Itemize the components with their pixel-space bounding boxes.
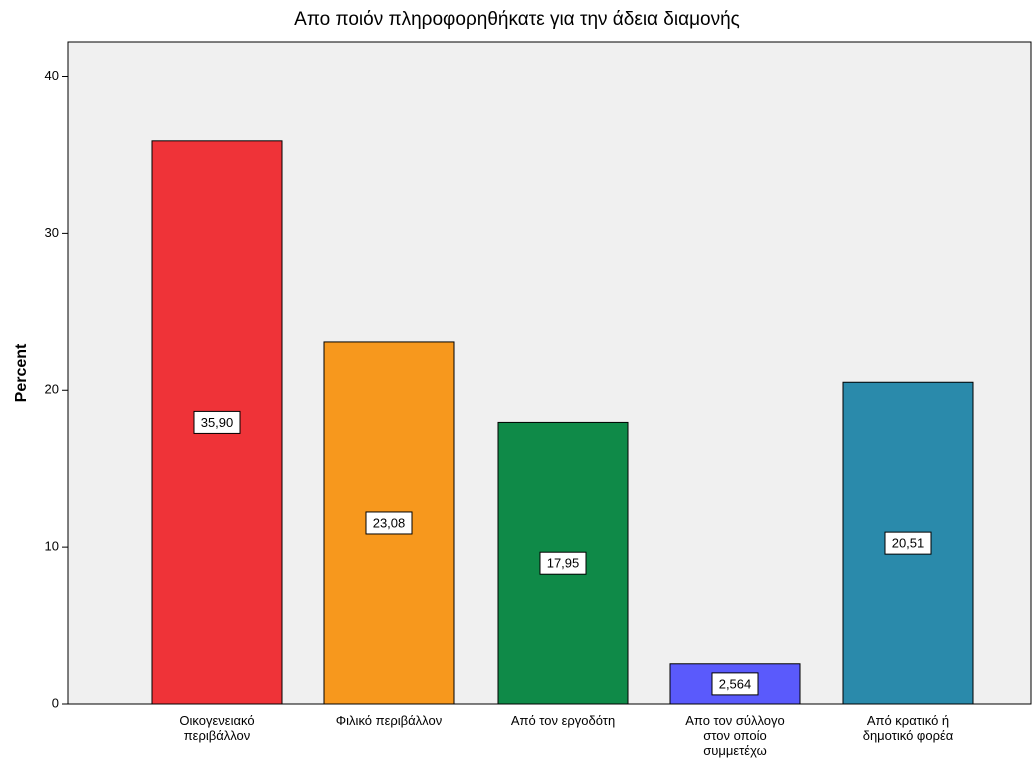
value-label-box [884, 531, 932, 555]
x-tick-label: Από κρατικό ή δημοτικό φορέα [862, 713, 954, 743]
value-label: 2,564 [719, 676, 752, 691]
value-label-box [539, 551, 587, 575]
y-tick-label: 20 [45, 382, 59, 397]
x-tick-label: Οικογενειακό περιβάλλον [179, 713, 255, 743]
value-label-box [365, 511, 413, 535]
y-tick-label: 10 [45, 539, 59, 554]
x-tick-label: Από τον εργοδότη [510, 713, 616, 728]
chart-title: Απο ποιόν πληροφορηθήκατε για την άδεια … [294, 9, 740, 30]
value-label-box [193, 410, 241, 434]
value-label: 20,51 [892, 536, 925, 551]
value-label: 17,95 [547, 556, 580, 571]
x-tick-label: Φιλικό περιβάλλον [335, 713, 443, 728]
value-label: 23,08 [373, 515, 406, 530]
value-label-box [711, 672, 759, 696]
y-tick-label: 0 [52, 695, 59, 710]
y-tick-label: 40 [45, 68, 59, 83]
value-label: 35,90 [201, 415, 234, 430]
y-tick-label: 30 [45, 225, 59, 240]
x-tick-label: Απο τον σύλλογο στον οποίο συμμετέχω [685, 713, 785, 758]
y-axis-label: Percent [13, 343, 30, 402]
